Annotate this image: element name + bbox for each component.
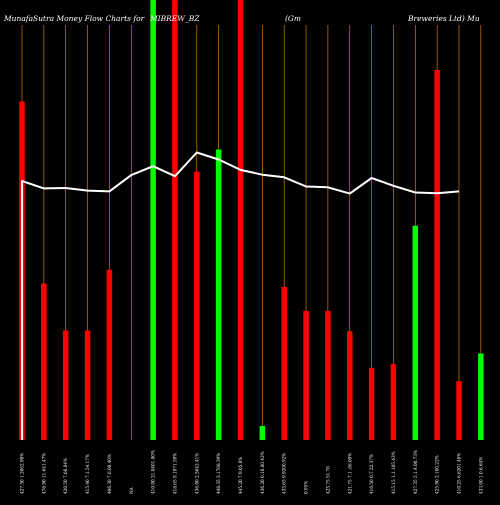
bar bbox=[391, 364, 397, 440]
x-tick-label: 445.20 7.9.05.8% bbox=[238, 457, 243, 494]
bar bbox=[41, 283, 47, 440]
x-tick-label: 427.50 1.2062.90% bbox=[20, 453, 25, 494]
bar bbox=[63, 330, 68, 440]
x-tick-label: 416.50 0.7.22.37% bbox=[369, 454, 374, 494]
x-tick-label: 433.00 1.0.6.64% bbox=[478, 457, 483, 494]
x-tick-label: 436.00 2.5642.41% bbox=[194, 453, 199, 494]
title-part-3: (Gm bbox=[285, 14, 301, 23]
bar bbox=[194, 172, 200, 440]
x-tick-label: 425.75 51.78 bbox=[325, 466, 330, 494]
x-tick-label: 421.75 7.1 .86.09% bbox=[347, 453, 352, 494]
x-tick-label: 476.90 11.641.47% bbox=[41, 453, 46, 494]
x-tick-label: 406.30 7.6.00.40% bbox=[107, 454, 112, 494]
title-part-2: MIBREW_BZ bbox=[149, 14, 200, 23]
x-tick-label: 436.20 0.18.60.42% bbox=[260, 451, 265, 494]
title-part-4: Breweries Ltd) Mu bbox=[407, 14, 480, 23]
bar bbox=[413, 226, 419, 440]
x-tick-label: 425.90 2.100.22% bbox=[435, 455, 440, 494]
bar bbox=[325, 311, 331, 440]
bar bbox=[478, 353, 484, 440]
x-tick-label: 0.95% bbox=[304, 481, 309, 494]
bar bbox=[216, 150, 222, 440]
x-tick-label: 418.65 9.1971.59% bbox=[172, 453, 177, 494]
bar bbox=[369, 368, 375, 440]
bar bbox=[150, 0, 156, 440]
title-part-1: MunafaSutra Money Flow Charts for bbox=[3, 14, 145, 23]
bar bbox=[281, 287, 287, 440]
x-tick-label: 420.50 7.66.84% bbox=[63, 458, 68, 494]
x-tick-label: 435.65 9.9200.92% bbox=[282, 453, 287, 494]
bar bbox=[456, 381, 462, 440]
x-tick-label: 448.35 3.1768.39% bbox=[216, 453, 221, 494]
bar bbox=[260, 426, 266, 440]
x-tick-label: 415.15 1.1.105.43% bbox=[391, 451, 396, 494]
bar bbox=[107, 270, 113, 440]
x-tick-label: 427.35 5.1.4.00.73% bbox=[413, 450, 418, 494]
x-tick-label: NA bbox=[129, 486, 134, 494]
bar bbox=[85, 330, 91, 440]
x-tick-label: 410.00 21.8401.80% bbox=[151, 450, 156, 494]
x-tick-label: 410.25 6.6201.48% bbox=[457, 453, 462, 494]
bar bbox=[238, 0, 244, 440]
bar bbox=[434, 70, 440, 440]
bar bbox=[347, 331, 353, 440]
bar bbox=[303, 311, 309, 440]
x-tick-label: 415.40 7.1.54.17% bbox=[85, 454, 90, 494]
bar bbox=[172, 0, 178, 440]
